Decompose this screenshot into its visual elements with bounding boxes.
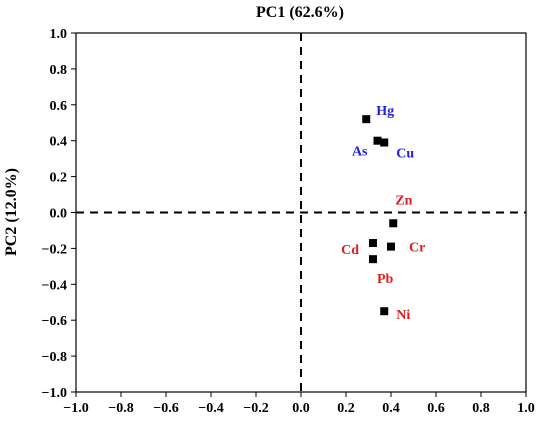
y-tick-label: −1.0 (42, 386, 67, 401)
y-axis-title: PC2 (12.0%) (3, 168, 20, 256)
point-label-cd: Cd (341, 243, 359, 258)
point-label-as: As (352, 145, 368, 160)
y-tick-label: −0.2 (42, 242, 67, 257)
data-point-as (373, 136, 382, 145)
point-label-cu: Cu (396, 146, 414, 161)
point-label-ni: Ni (396, 308, 410, 323)
y-tick-label: 0.0 (50, 207, 68, 222)
y-tick-label: 0.2 (50, 171, 68, 186)
x-tick-label: 1.0 (517, 401, 535, 416)
x-tick-label: −0.6 (153, 401, 178, 416)
chart-title: PC1 (62.6%) (256, 4, 344, 21)
data-point-hg (362, 115, 371, 124)
data-point-ni (380, 307, 389, 316)
point-label-cr: Cr (409, 241, 425, 256)
x-tick-label: 0.6 (427, 401, 445, 416)
x-tick-label: −0.4 (198, 401, 223, 416)
x-tick-label: −0.2 (243, 401, 268, 416)
x-tick-label: 0.0 (292, 401, 310, 416)
data-point-cd (369, 239, 377, 248)
data-point-pb (369, 255, 377, 264)
x-tick-label: −1.0 (63, 401, 88, 416)
data-point-cu (380, 138, 389, 147)
plot-area: −1.0 −0.8 −0.6 −0.4 −0.2 0.0 0.2 0.4 0.6 0.8 1.0 1.… (42, 27, 535, 416)
y-tick-label: −0.6 (42, 314, 67, 329)
point-label-hg: Hg (376, 104, 394, 119)
y-tick-label: 0.4 (50, 135, 68, 150)
y-tick-label: −0.8 (42, 350, 67, 365)
x-tick-label: 0.8 (472, 401, 490, 416)
data-point-zn (389, 219, 398, 228)
y-tick-label: 0.8 (50, 63, 68, 78)
x-tick-label: −0.8 (108, 401, 133, 416)
x-tick-label: 0.2 (337, 401, 355, 416)
point-label-pb: Pb (377, 272, 394, 287)
y-tick-label: 1.0 (50, 27, 68, 42)
y-tick-label: 0.6 (50, 99, 68, 114)
x-tick-label: 0.4 (382, 401, 400, 416)
data-point-cr (387, 242, 395, 251)
y-tick-label: −0.4 (42, 278, 67, 293)
point-label-zn: Zn (395, 193, 412, 208)
